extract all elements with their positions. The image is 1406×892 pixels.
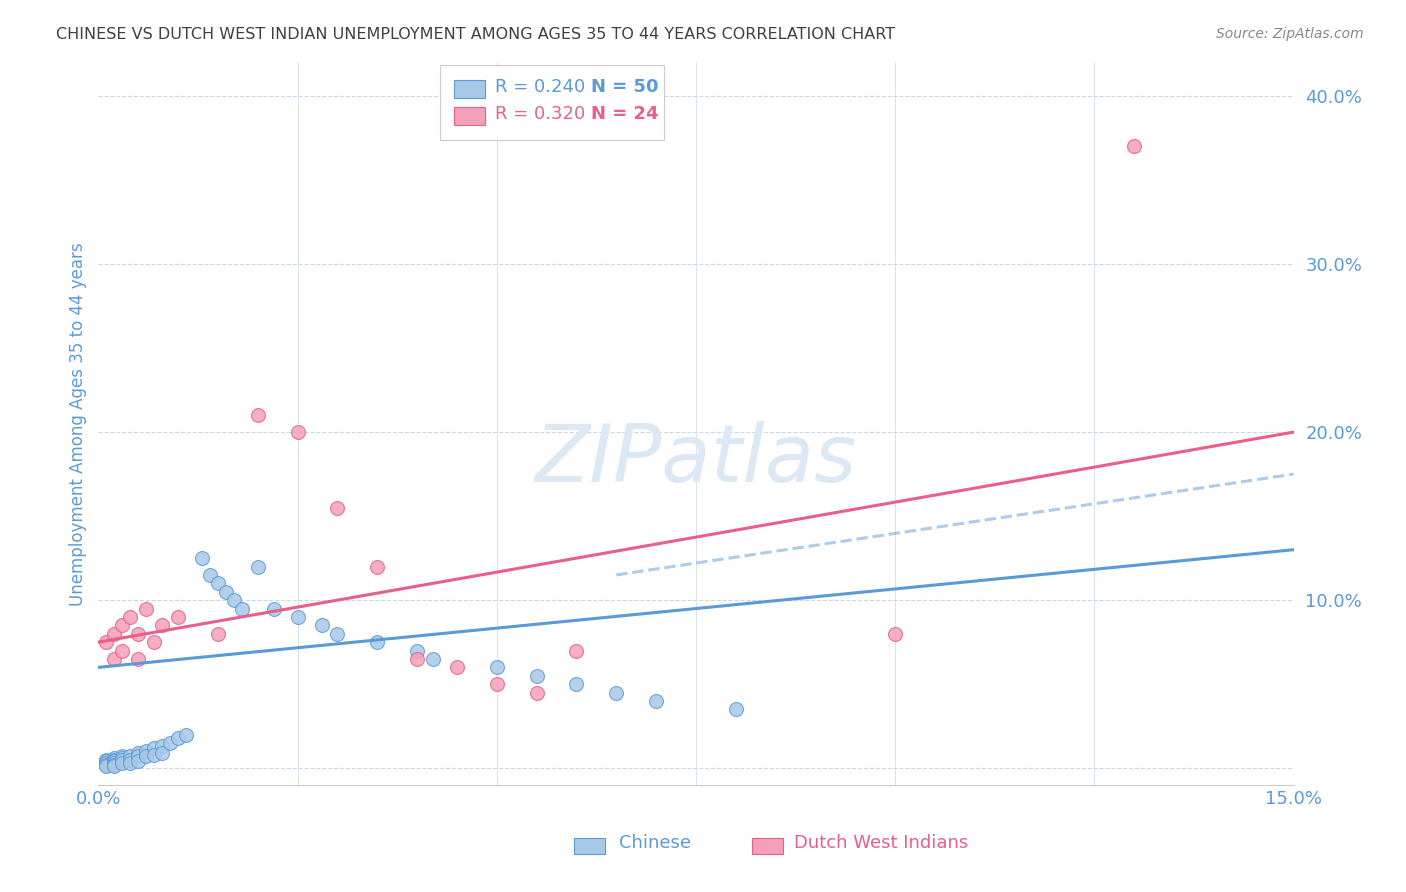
Point xyxy=(150,739,173,754)
Point xyxy=(96,755,118,769)
Point xyxy=(111,756,134,771)
Point xyxy=(724,702,747,716)
Point xyxy=(884,626,907,640)
Point xyxy=(526,669,548,683)
Point xyxy=(174,727,197,741)
Point xyxy=(143,635,166,649)
Point xyxy=(120,756,142,771)
Point xyxy=(150,618,173,632)
Point xyxy=(246,409,269,423)
Point xyxy=(96,757,118,772)
Point xyxy=(287,425,309,439)
Point xyxy=(127,749,149,764)
Point xyxy=(645,694,668,708)
Point xyxy=(263,601,285,615)
Point xyxy=(127,652,149,666)
Point xyxy=(103,757,125,772)
Point xyxy=(96,759,118,773)
Point xyxy=(120,749,142,764)
Point xyxy=(111,753,134,767)
Point xyxy=(167,731,190,745)
Point xyxy=(103,626,125,640)
Text: Source: ZipAtlas.com: Source: ZipAtlas.com xyxy=(1216,27,1364,41)
Point xyxy=(143,747,166,762)
Point xyxy=(103,753,125,767)
Point xyxy=(127,746,149,760)
Point xyxy=(120,753,142,767)
Y-axis label: Unemployment Among Ages 35 to 44 years: Unemployment Among Ages 35 to 44 years xyxy=(69,242,87,606)
Point xyxy=(167,610,190,624)
Point xyxy=(135,601,157,615)
Point xyxy=(111,643,134,657)
Point xyxy=(96,753,118,767)
Text: R = 0.320: R = 0.320 xyxy=(495,105,585,123)
Point xyxy=(246,559,269,574)
Point xyxy=(103,755,125,769)
Text: Chinese: Chinese xyxy=(619,834,690,852)
Text: R = 0.240: R = 0.240 xyxy=(495,78,585,96)
Point xyxy=(135,749,157,764)
Point xyxy=(198,568,221,582)
Point xyxy=(215,584,238,599)
Point xyxy=(231,601,253,615)
Point xyxy=(422,652,444,666)
Point xyxy=(111,751,134,765)
Point xyxy=(446,660,468,674)
Text: N = 50: N = 50 xyxy=(591,78,658,96)
Point xyxy=(103,652,125,666)
Point xyxy=(485,660,508,674)
Point xyxy=(485,677,508,691)
Text: Dutch West Indians: Dutch West Indians xyxy=(794,834,969,852)
Point xyxy=(526,685,548,699)
Point xyxy=(207,576,229,591)
Point xyxy=(111,749,134,764)
Point xyxy=(150,746,173,760)
Point xyxy=(287,610,309,624)
Point xyxy=(326,500,349,515)
Point xyxy=(143,741,166,756)
Point xyxy=(605,685,627,699)
Point xyxy=(366,559,388,574)
Point xyxy=(326,626,349,640)
Text: N = 24: N = 24 xyxy=(591,105,658,123)
Point xyxy=(103,751,125,765)
Point xyxy=(135,744,157,758)
Point xyxy=(159,736,181,750)
Point xyxy=(366,635,388,649)
Point xyxy=(1123,139,1146,153)
Point xyxy=(103,759,125,773)
Point xyxy=(103,756,125,771)
Point xyxy=(191,551,214,566)
Point xyxy=(96,756,118,771)
Point xyxy=(222,593,245,607)
Point xyxy=(565,643,588,657)
Text: ZIPatlas: ZIPatlas xyxy=(534,421,858,499)
Point xyxy=(406,643,429,657)
Point xyxy=(565,677,588,691)
Point xyxy=(406,652,429,666)
Point xyxy=(311,618,333,632)
Point xyxy=(111,618,134,632)
Point xyxy=(120,610,142,624)
Point xyxy=(96,635,118,649)
Point xyxy=(127,626,149,640)
Text: CHINESE VS DUTCH WEST INDIAN UNEMPLOYMENT AMONG AGES 35 TO 44 YEARS CORRELATION : CHINESE VS DUTCH WEST INDIAN UNEMPLOYMEN… xyxy=(56,27,896,42)
Point xyxy=(207,626,229,640)
Point xyxy=(127,755,149,769)
